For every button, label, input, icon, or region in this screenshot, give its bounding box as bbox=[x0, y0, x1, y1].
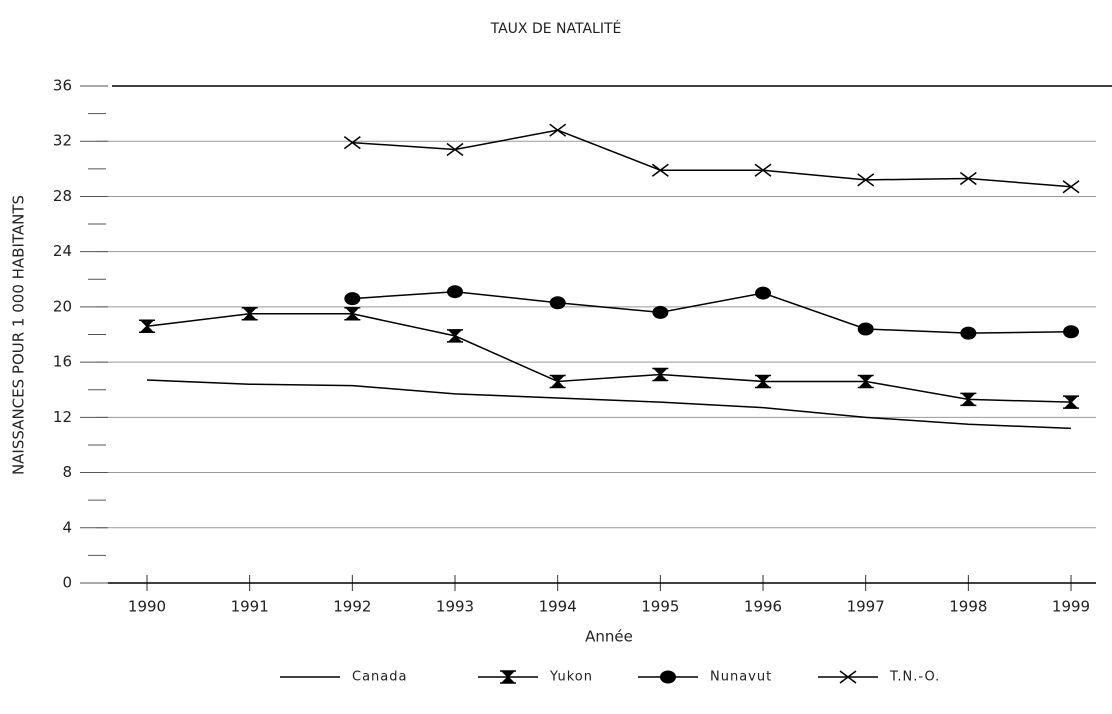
marker bbox=[839, 670, 857, 684]
marker bbox=[500, 670, 516, 684]
marker bbox=[447, 285, 464, 299]
marker bbox=[857, 322, 874, 336]
y-tick-label: 32 bbox=[53, 132, 72, 150]
line bbox=[146, 313, 1072, 403]
marker bbox=[447, 329, 464, 343]
marker bbox=[959, 171, 977, 186]
y-tick-label: 20 bbox=[53, 297, 72, 315]
y-tick-label: 12 bbox=[53, 408, 72, 426]
marker bbox=[652, 305, 669, 319]
legend-label: Yukon bbox=[549, 670, 593, 685]
marker bbox=[652, 367, 669, 382]
legend-item: Nunavut bbox=[638, 670, 772, 685]
line bbox=[352, 290, 1072, 334]
marker bbox=[241, 307, 258, 321]
marker bbox=[549, 374, 566, 389]
legend-label: Nunavut bbox=[710, 670, 772, 685]
marker bbox=[960, 326, 977, 340]
series bbox=[146, 379, 1072, 430]
legend-item: T.N.-O. bbox=[818, 670, 940, 685]
marker bbox=[343, 136, 361, 150]
marker bbox=[754, 163, 772, 177]
chart-title: TAUX DE NATALITÉ bbox=[490, 20, 622, 37]
x-tick-label: 1996 bbox=[744, 598, 782, 616]
x-tick-label: 1995 bbox=[641, 598, 679, 616]
legend-label: T.N.-O. bbox=[889, 670, 940, 685]
marker bbox=[1063, 325, 1080, 339]
marker bbox=[1062, 180, 1080, 194]
x-tick-label: 1991 bbox=[231, 598, 269, 616]
legend-label: Canada bbox=[352, 670, 407, 685]
marker bbox=[960, 392, 977, 407]
line bbox=[146, 379, 1072, 430]
y-tick-label: 4 bbox=[62, 518, 72, 536]
marker bbox=[755, 286, 772, 300]
marker bbox=[660, 670, 676, 684]
y-axis-title: NAISSANCES POUR 1 000 HABITANTS bbox=[10, 195, 28, 475]
series bbox=[139, 307, 1080, 409]
line bbox=[352, 129, 1072, 188]
x-tick-label: 1994 bbox=[539, 598, 577, 616]
y-tick-label: 0 bbox=[62, 574, 72, 592]
x-tick-label: 1990 bbox=[128, 598, 166, 616]
x-tick-label: 1999 bbox=[1052, 598, 1090, 616]
series bbox=[344, 285, 1080, 340]
y-tick-label: 8 bbox=[62, 463, 72, 481]
marker bbox=[651, 163, 669, 177]
x-tick-label: 1992 bbox=[333, 598, 371, 616]
marker bbox=[549, 296, 566, 310]
legend-item: Yukon bbox=[478, 670, 593, 685]
x-tick-label: 1998 bbox=[949, 598, 987, 616]
y-tick-label: 24 bbox=[53, 242, 72, 260]
legend-item: Canada bbox=[280, 670, 407, 685]
marker bbox=[755, 374, 772, 389]
marker bbox=[344, 307, 361, 321]
x-axis-title: Année bbox=[585, 628, 633, 646]
marker bbox=[857, 374, 874, 389]
y-tick-label: 36 bbox=[53, 77, 72, 95]
y-tick-label: 16 bbox=[53, 353, 72, 371]
marker bbox=[139, 319, 155, 333]
marker bbox=[1063, 395, 1080, 409]
marker bbox=[446, 142, 464, 157]
y-tick-label: 28 bbox=[53, 187, 72, 205]
x-tick-label: 1997 bbox=[847, 598, 885, 616]
marker bbox=[344, 292, 361, 306]
x-tick-label: 1993 bbox=[436, 598, 474, 616]
marker bbox=[857, 173, 875, 187]
marker bbox=[549, 123, 567, 137]
series bbox=[343, 123, 1080, 194]
